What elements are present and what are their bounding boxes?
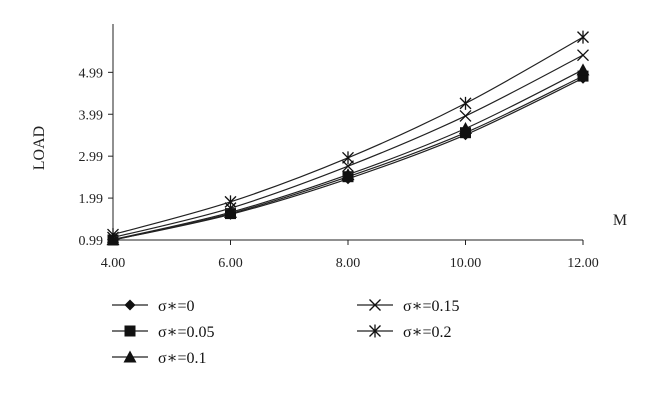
- y-axis-title: LOAD: [31, 126, 48, 170]
- data-point: [342, 151, 354, 165]
- x-tick-label: 6.00: [218, 256, 243, 271]
- data-point: [459, 96, 472, 110]
- data-point: [342, 160, 354, 173]
- legend-item-3: σ∗=0.15: [357, 298, 460, 315]
- legend-label: σ∗=0.1: [158, 350, 207, 367]
- data-point: [341, 168, 355, 181]
- legend-marker: [369, 299, 381, 311]
- data-point: [577, 30, 589, 44]
- series-line: [112, 36, 584, 236]
- x-tick-label: 12.00: [567, 256, 599, 271]
- legend-marker: [124, 299, 136, 311]
- x-axis-title: M: [613, 212, 627, 229]
- x-tick-label: 4.00: [101, 256, 126, 271]
- legend-label: σ∗=0.05: [158, 324, 215, 341]
- legend-marker: [369, 324, 381, 338]
- axes: [112, 24, 583, 241]
- series-2: [106, 63, 590, 246]
- data-point: [577, 70, 589, 82]
- legend-item-2: σ∗=0.1: [112, 350, 207, 367]
- series-3: [107, 49, 589, 244]
- y-tick-label: 0.99: [79, 234, 104, 249]
- legend-marker: [123, 350, 137, 363]
- marker-stroke: [369, 299, 381, 311]
- ticks: 4.00 6.00 8.00 10.00 12.00 0.99 1.99 2.99 3.99 4.…: [79, 66, 599, 271]
- series-group: [106, 30, 590, 246]
- x-tick-label: 8.00: [336, 256, 361, 271]
- y-tick-label: 2.99: [79, 150, 104, 165]
- y-tick-label: 3.99: [79, 108, 104, 123]
- x-tick-label: 10.00: [450, 256, 482, 271]
- series-line: [112, 54, 584, 239]
- legend-item-1: σ∗=0.05: [112, 324, 215, 341]
- legend: σ∗=0 σ∗=0.05 σ∗=0.1 σ∗=0.15 σ∗=0.2: [112, 298, 460, 367]
- legend-label: σ∗=0.2: [403, 324, 452, 341]
- legend-label: σ∗=0: [158, 298, 195, 315]
- legend-label: σ∗=0.15: [403, 298, 460, 315]
- data-point: [224, 195, 237, 209]
- marker-stroke: [342, 160, 354, 173]
- marker-stroke: [459, 109, 472, 122]
- legend-item-4: σ∗=0.2: [357, 324, 452, 341]
- legend-item-0: σ∗=0: [112, 298, 195, 315]
- data-point: [577, 49, 589, 62]
- y-tick-label: 1.99: [79, 192, 104, 207]
- data-point: [459, 122, 472, 135]
- data-point: [107, 228, 119, 242]
- data-point: [576, 63, 590, 76]
- y-tick-label: 4.99: [79, 66, 104, 81]
- data-point: [459, 109, 472, 122]
- data-point: [224, 205, 237, 218]
- series-4: [107, 30, 589, 242]
- legend-marker: [124, 325, 136, 337]
- marker-stroke: [577, 49, 589, 62]
